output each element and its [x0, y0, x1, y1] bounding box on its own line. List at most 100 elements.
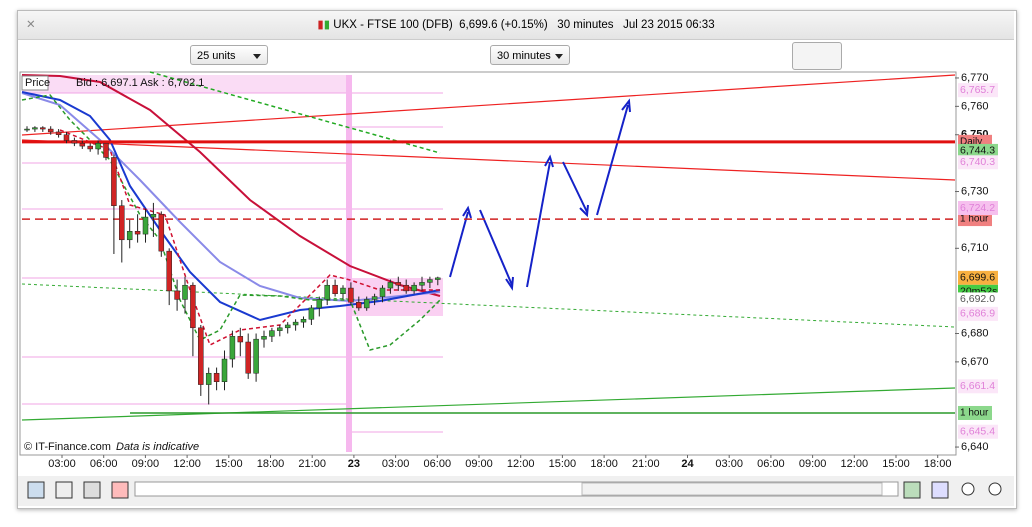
candle-body: [95, 143, 101, 150]
toolbar-icons[interactable]: [27, 481, 1002, 499]
candle-icon: ▮: [317, 19, 324, 31]
candle-body: [150, 213, 157, 218]
x-tick-label: 06:00: [424, 458, 452, 470]
price-tag-label: 6,686.9: [960, 308, 995, 320]
last-price: 6,699.6 (+0.15%): [459, 19, 548, 31]
x-tick-label: 12:00: [841, 458, 869, 470]
candle-body: [47, 128, 54, 133]
candle-body: [237, 336, 244, 343]
candle-body: [213, 372, 220, 383]
price-tag-label: 6,724.2: [960, 202, 995, 214]
candle-body: [300, 319, 307, 323]
candle-body: [340, 287, 346, 294]
close-icon[interactable]: ✕: [26, 19, 36, 31]
candle-body: [348, 287, 354, 303]
indicator-button[interactable]: [792, 42, 842, 70]
candle-body: [166, 250, 172, 292]
x-tick-label: 06:00: [90, 458, 118, 470]
price-tag: [958, 379, 998, 394]
candle-body: [403, 284, 409, 292]
y-tick-label: 6,760: [961, 100, 989, 112]
title-bar: ✕ ▮▮ UKX - FTSE 100 (DFB) 6,699.6 (+0.15…: [18, 11, 1014, 40]
candle-body: [198, 327, 204, 385]
candle-body: [435, 277, 441, 280]
price-tag: [958, 155, 998, 170]
x-tick-label: 09:00: [465, 458, 493, 470]
candle-body: [269, 330, 275, 337]
candle-body: [324, 284, 330, 300]
candle-body: [182, 284, 188, 300]
candle-body: [245, 341, 251, 374]
candle-body: [55, 131, 62, 135]
level-label: 1 hour: [960, 408, 989, 419]
pivot-zone: [22, 75, 346, 93]
x-tick-label: 21:00: [298, 458, 326, 470]
x-tick-label: 24: [681, 458, 694, 470]
y-tick-label: 6,680: [961, 327, 989, 339]
candle-body: [427, 279, 433, 283]
trend-lines: [21, 71, 956, 421]
pivot-lines: [22, 92, 443, 433]
candle-body: [205, 372, 212, 385]
candle-body: [71, 140, 78, 144]
candle-body: [363, 299, 370, 309]
candle-body: [371, 296, 378, 300]
x-tick-label: 03:00: [715, 458, 743, 470]
day-separator: [346, 75, 352, 452]
level-tag: [958, 405, 992, 420]
candle-body: [221, 358, 228, 383]
x-tick-label: 15:00: [215, 458, 243, 470]
candle-body: [119, 205, 125, 241]
timestamp: Jul 23 2015 06:33: [623, 19, 715, 31]
x-tick-label: 03:00: [48, 458, 76, 470]
y-tick-label: 6,770: [961, 72, 989, 84]
price-tag: [958, 200, 998, 215]
price-tag: [958, 270, 998, 285]
x-tick-label: 06:00: [757, 458, 785, 470]
price-tag-label: 6,661.4: [960, 380, 995, 392]
x-tick-label: 15:00: [882, 458, 910, 470]
interval: 30 minutes: [557, 19, 614, 31]
candle-body: [87, 145, 93, 150]
x-tick-label: 21:00: [632, 458, 660, 470]
price-tag: [958, 143, 998, 158]
x-tick-label: 09:00: [799, 458, 827, 470]
instrument: UKX - FTSE 100 (DFB): [333, 19, 453, 31]
level-tag: [958, 212, 992, 227]
price-tag: [958, 292, 998, 307]
quote: Bid : 6,697.1 Ask : 6,702.1: [76, 77, 204, 89]
candle-body: [419, 282, 425, 286]
x-tick-label: 18:00: [924, 458, 952, 470]
x-tick-label: 18:00: [590, 458, 618, 470]
interval-dropdown[interactable]: 30 minutes: [490, 45, 570, 65]
x-tick-label: 12:00: [173, 458, 201, 470]
price-tag-label: 6,692.0: [960, 293, 995, 305]
scroll-thumb[interactable]: [581, 482, 883, 496]
candle-body: [79, 143, 86, 147]
candle-body: [190, 284, 196, 329]
price-tag: [958, 424, 998, 439]
candle-body: [111, 157, 117, 206]
candle-body: [292, 321, 299, 326]
x-tick-label: 15:00: [549, 458, 577, 470]
price-tag: [958, 83, 998, 98]
candle-body: [261, 336, 267, 340]
price-tag-label: 6,740.3: [960, 156, 995, 168]
candle-body: [63, 134, 70, 141]
candle-body: [253, 338, 259, 374]
x-tick-label: 23: [348, 458, 360, 470]
x-tick-label: 18:00: [257, 458, 285, 470]
candle-body: [387, 282, 394, 289]
price-button[interactable]: [21, 75, 49, 91]
candle-body: [103, 143, 109, 158]
candle-body: [277, 327, 283, 331]
price-tag-label: 6,699.6: [960, 272, 995, 284]
x-tick-label: 09:00: [132, 458, 160, 470]
candle-body: [332, 284, 338, 294]
units-dropdown[interactable]: 25 units: [190, 45, 268, 65]
level-label: 1 hour: [960, 214, 989, 225]
candle-body: [126, 231, 133, 241]
y-tick-label: 6,640: [961, 441, 989, 453]
